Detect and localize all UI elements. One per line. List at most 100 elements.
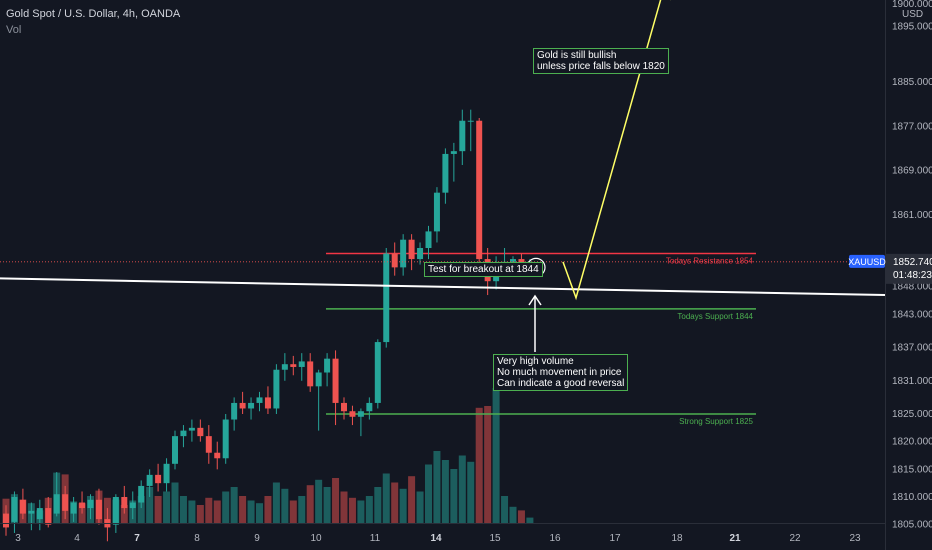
candle-body: [222, 419, 229, 459]
candle-body: [62, 494, 69, 511]
volume-bar: [492, 388, 500, 523]
price-tick-label: 1820.000: [892, 437, 932, 448]
last-price-label: 1852.740: [893, 257, 932, 268]
symbol-tag-label: XAUUSD: [848, 257, 886, 267]
time-tick-label: 8: [194, 533, 200, 544]
volume-bar: [239, 496, 247, 523]
candle-body: [45, 508, 52, 525]
annotation-line: Very high volume: [497, 356, 574, 367]
candle-body: [408, 239, 415, 260]
candle-body: [315, 372, 322, 387]
price-tick-label: 1877.000: [892, 121, 932, 132]
annotation-volume[interactable]: Very high volume No much movement in pri…: [493, 354, 629, 391]
volume-bar: [323, 487, 331, 523]
time-tick-label: 9: [254, 533, 260, 544]
candle-body: [391, 253, 398, 268]
price-tick-label: 1805.000: [892, 520, 932, 531]
candle-body: [79, 502, 86, 509]
volume-bar: [441, 460, 449, 523]
candle-body: [129, 502, 136, 509]
annotation-breakout[interactable]: Test for breakout at 1844: [424, 262, 543, 277]
volume-bar: [433, 451, 441, 523]
candle-body: [450, 151, 457, 154]
countdown-label: 01:48:23: [893, 270, 932, 281]
currency-label: USD: [902, 9, 923, 20]
volume-bar: [484, 406, 492, 523]
candle-body: [239, 402, 246, 409]
annotation-line: Can indicate a good reversal: [497, 378, 625, 389]
price-tick-label: 1837.000: [892, 343, 932, 354]
price-tick-label: 1869.000: [892, 166, 932, 177]
volume-arrowhead: [528, 294, 542, 306]
candle-body: [205, 436, 212, 453]
volume-bar: [179, 496, 187, 523]
volume-bar: [458, 455, 466, 523]
volume-bar: [374, 487, 382, 523]
candle-body: [518, 259, 525, 265]
time-tick-label: 3: [15, 533, 21, 544]
time-tick-label: 18: [671, 533, 683, 544]
candle-body: [476, 120, 483, 260]
candle-body: [307, 361, 314, 387]
candle-body: [87, 499, 94, 509]
price-tick-label: 1810.000: [892, 492, 932, 503]
candle-body: [172, 436, 178, 464]
candle-body: [349, 411, 356, 417]
projection-path: [562, 0, 662, 301]
level-label-resistance: Todays Resistance 1854: [666, 257, 754, 266]
volume-bar: [196, 505, 204, 523]
volume-bar: [357, 500, 365, 523]
volume-bar: [306, 485, 314, 523]
level-label-support-today: Todays Support 1844: [677, 312, 753, 321]
price-candles: [3, 109, 533, 542]
candle-body: [383, 253, 390, 343]
candle-body: [341, 402, 347, 412]
candle-body: [214, 452, 221, 459]
volume-bar: [391, 482, 399, 523]
candle-body: [163, 463, 170, 484]
volume-bar: [408, 476, 416, 523]
annotation-line: Gold is still bullish: [537, 50, 617, 61]
candle-body: [459, 120, 466, 152]
volume-bar: [315, 479, 323, 523]
volume-bar: [230, 487, 238, 523]
annotation-line: No much movement in price: [497, 367, 622, 378]
candle-body: [442, 153, 449, 193]
price-tick-label: 1848.000: [892, 282, 932, 293]
price-axis[interactable]: 1900.000 1895.000 1885.000 1877.000 1869.000…: [848, 0, 932, 550]
volume-bar: [501, 496, 509, 523]
candle-body: [433, 192, 440, 232]
candle-body: [281, 364, 288, 370]
volume-bar: [256, 503, 263, 523]
volume-bar: [475, 407, 483, 523]
candle-body: [256, 397, 263, 403]
volume-bar: [281, 488, 289, 523]
candle-body: [510, 259, 516, 262]
volume-indicator-label[interactable]: Vol: [6, 24, 22, 36]
time-axis[interactable]: 3 4 7 8 9 10 11 14 15 16 17 18 21 22 23: [0, 523, 885, 545]
candle-body: [332, 358, 339, 403]
candle-body: [28, 510, 35, 514]
volume-bar: [264, 496, 272, 523]
volume-bar: [171, 482, 179, 523]
volume-bar: [298, 496, 306, 523]
volume-bar: [450, 469, 458, 523]
candle-body: [146, 474, 153, 486]
time-tick-label: 7: [134, 533, 140, 544]
trendline: [0, 277, 886, 297]
candle-body: [357, 411, 364, 417]
candle-body: [324, 358, 331, 373]
candle-body: [188, 427, 195, 431]
candle-body: [264, 397, 271, 409]
time-tick-label: 16: [549, 533, 561, 544]
annotation-bullish[interactable]: Gold is still bullish unless price falls…: [533, 48, 669, 74]
price-tick-label: 1831.000: [892, 376, 932, 387]
candle-body: [121, 497, 128, 509]
candle-body: [374, 342, 381, 403]
candle-body: [417, 248, 424, 260]
price-tick-label: 1885.000: [892, 77, 932, 88]
volume-bar: [154, 496, 162, 523]
volume-bar: [348, 497, 356, 523]
candle-body: [138, 485, 145, 503]
